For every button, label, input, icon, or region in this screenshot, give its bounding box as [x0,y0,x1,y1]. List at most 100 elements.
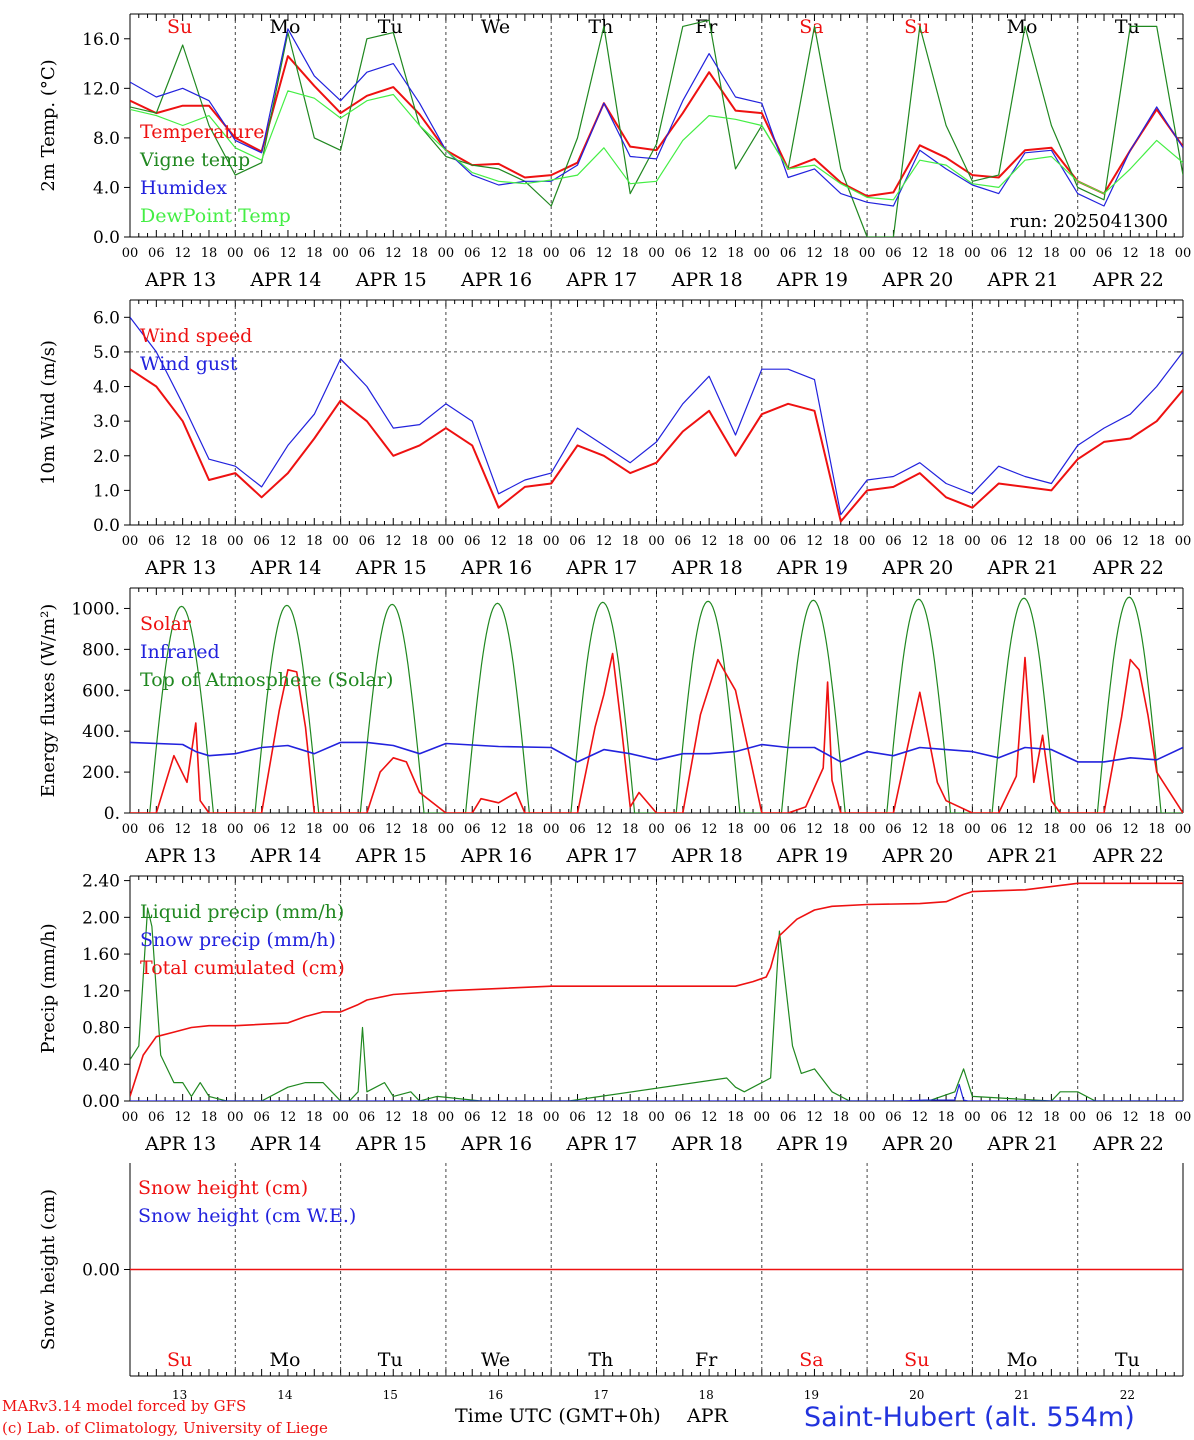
legend-label: DewPoint Temp [140,205,291,227]
legend-label: Humidex [140,177,227,199]
date-label: APR 13 [144,269,216,291]
hour-tick-label: 12 [490,534,507,549]
date-label: APR 14 [249,1133,321,1155]
date-label: APR 14 [249,845,321,867]
hour-tick-label: 18 [622,1110,639,1125]
hour-tick-label: 06 [1096,534,1113,549]
hour-tick-label: 18 [1043,246,1060,261]
y-tick-label: 2.0 [93,447,120,467]
y-tick-label: 1000. [71,599,120,619]
hour-tick-label: 18 [201,822,218,837]
bottom-day-number: 13 [172,1388,187,1402]
hour-tick-label: 00 [964,246,981,261]
hour-tick-label: 18 [938,1110,955,1125]
hour-tick-label: 18 [411,1110,428,1125]
date-label: APR 20 [881,269,953,291]
hour-tick-label: 12 [806,822,823,837]
date-label: APR 18 [671,557,743,579]
hour-tick-label: 06 [359,534,376,549]
hour-tick-label: 00 [543,534,560,549]
bottom-day-number: 22 [1120,1388,1135,1402]
hour-tick-label: 06 [148,1110,165,1125]
hour-tick-label: 06 [1096,246,1113,261]
y-tick-label: 0.00 [82,1092,120,1112]
hour-tick-label: 18 [727,246,744,261]
date-label: APR 21 [987,557,1059,579]
date-label: APR 15 [355,557,427,579]
hour-tick-label: 00 [227,822,244,837]
date-label: APR 19 [776,557,848,579]
hour-tick-label: 06 [148,246,165,261]
hour-tick-label: 18 [201,534,218,549]
legend-label: Wind speed [140,325,252,347]
date-label: APR 20 [881,845,953,867]
hour-tick-label: 18 [1043,1110,1060,1125]
hour-tick-label: 06 [464,822,481,837]
hour-tick-label: 06 [359,822,376,837]
hour-tick-label: 00 [438,246,455,261]
date-label: APR 13 [144,557,216,579]
y-tick-label: 4.0 [93,178,120,198]
date-label: APR 22 [1092,845,1164,867]
hour-tick-label: 06 [990,246,1007,261]
hour-tick-label: 18 [306,246,323,261]
date-label: APR 18 [671,1133,743,1155]
legend-label: Top of Atmosphere (Solar) [140,669,393,691]
hour-tick-label: 12 [385,822,402,837]
date-label: APR 14 [249,269,321,291]
day-of-week-label: Th [588,16,613,38]
hour-tick-label: 12 [280,1110,297,1125]
y-tick-label: 0.0 [93,228,120,248]
hour-tick-label: 00 [1069,534,1086,549]
legend-label: Vigne temp [139,149,250,171]
hour-tick-label: 12 [385,246,402,261]
y-tick-label: 16.0 [82,30,120,50]
hour-tick-label: 00 [964,534,981,549]
bottom-day-number: 17 [593,1388,608,1402]
legend-label: Total cumulated (cm) [140,957,345,979]
hour-tick-label: 12 [596,246,613,261]
bottom-day-of-week-label: Su [167,1349,192,1371]
series-line-wind-speed [130,368,1183,523]
hour-tick-label: 00 [1175,534,1192,549]
hour-tick-label: 00 [1175,1110,1192,1125]
y-tick-label: 0.0 [93,516,120,536]
hour-tick-label: 06 [885,1110,902,1125]
date-label: APR 17 [565,557,637,579]
hour-tick-label: 18 [727,822,744,837]
hour-tick-label: 00 [1175,822,1192,837]
hour-tick-label: 06 [253,822,270,837]
date-label: APR 21 [987,1133,1059,1155]
hour-tick-label: 18 [622,246,639,261]
hour-tick-label: 06 [1096,822,1113,837]
hour-tick-label: 12 [806,1110,823,1125]
hour-tick-label: 12 [174,534,191,549]
date-label: APR 13 [144,845,216,867]
y-axis-label: Snow height (cm) [38,1189,59,1350]
hour-tick-label: 18 [622,822,639,837]
date-label: APR 18 [671,269,743,291]
hour-tick-label: 18 [1043,822,1060,837]
hour-tick-label: 12 [385,1110,402,1125]
run-label: run: 2025041300 [1010,211,1168,232]
hour-tick-label: 00 [438,534,455,549]
hour-tick-label: 12 [174,822,191,837]
bottom-day-of-week-label: Mo [1007,1349,1038,1371]
hour-tick-label: 06 [253,534,270,549]
hour-tick-label: 00 [543,246,560,261]
hour-tick-label: 00 [754,822,771,837]
date-label: APR 21 [987,269,1059,291]
hour-tick-label: 12 [1122,1110,1139,1125]
hour-tick-label: 12 [596,1110,613,1125]
hour-tick-label: 18 [833,246,850,261]
hour-tick-label: 00 [648,822,665,837]
hour-tick-label: 18 [517,246,534,261]
hour-tick-label: 00 [122,1110,139,1125]
hour-tick-label: 12 [911,822,928,837]
hour-tick-label: 00 [227,1110,244,1125]
hour-tick-label: 06 [464,534,481,549]
hour-tick-label: 18 [622,534,639,549]
hour-tick-label: 00 [964,822,981,837]
y-tick-label: 800. [82,640,120,660]
hour-tick-label: 12 [911,246,928,261]
